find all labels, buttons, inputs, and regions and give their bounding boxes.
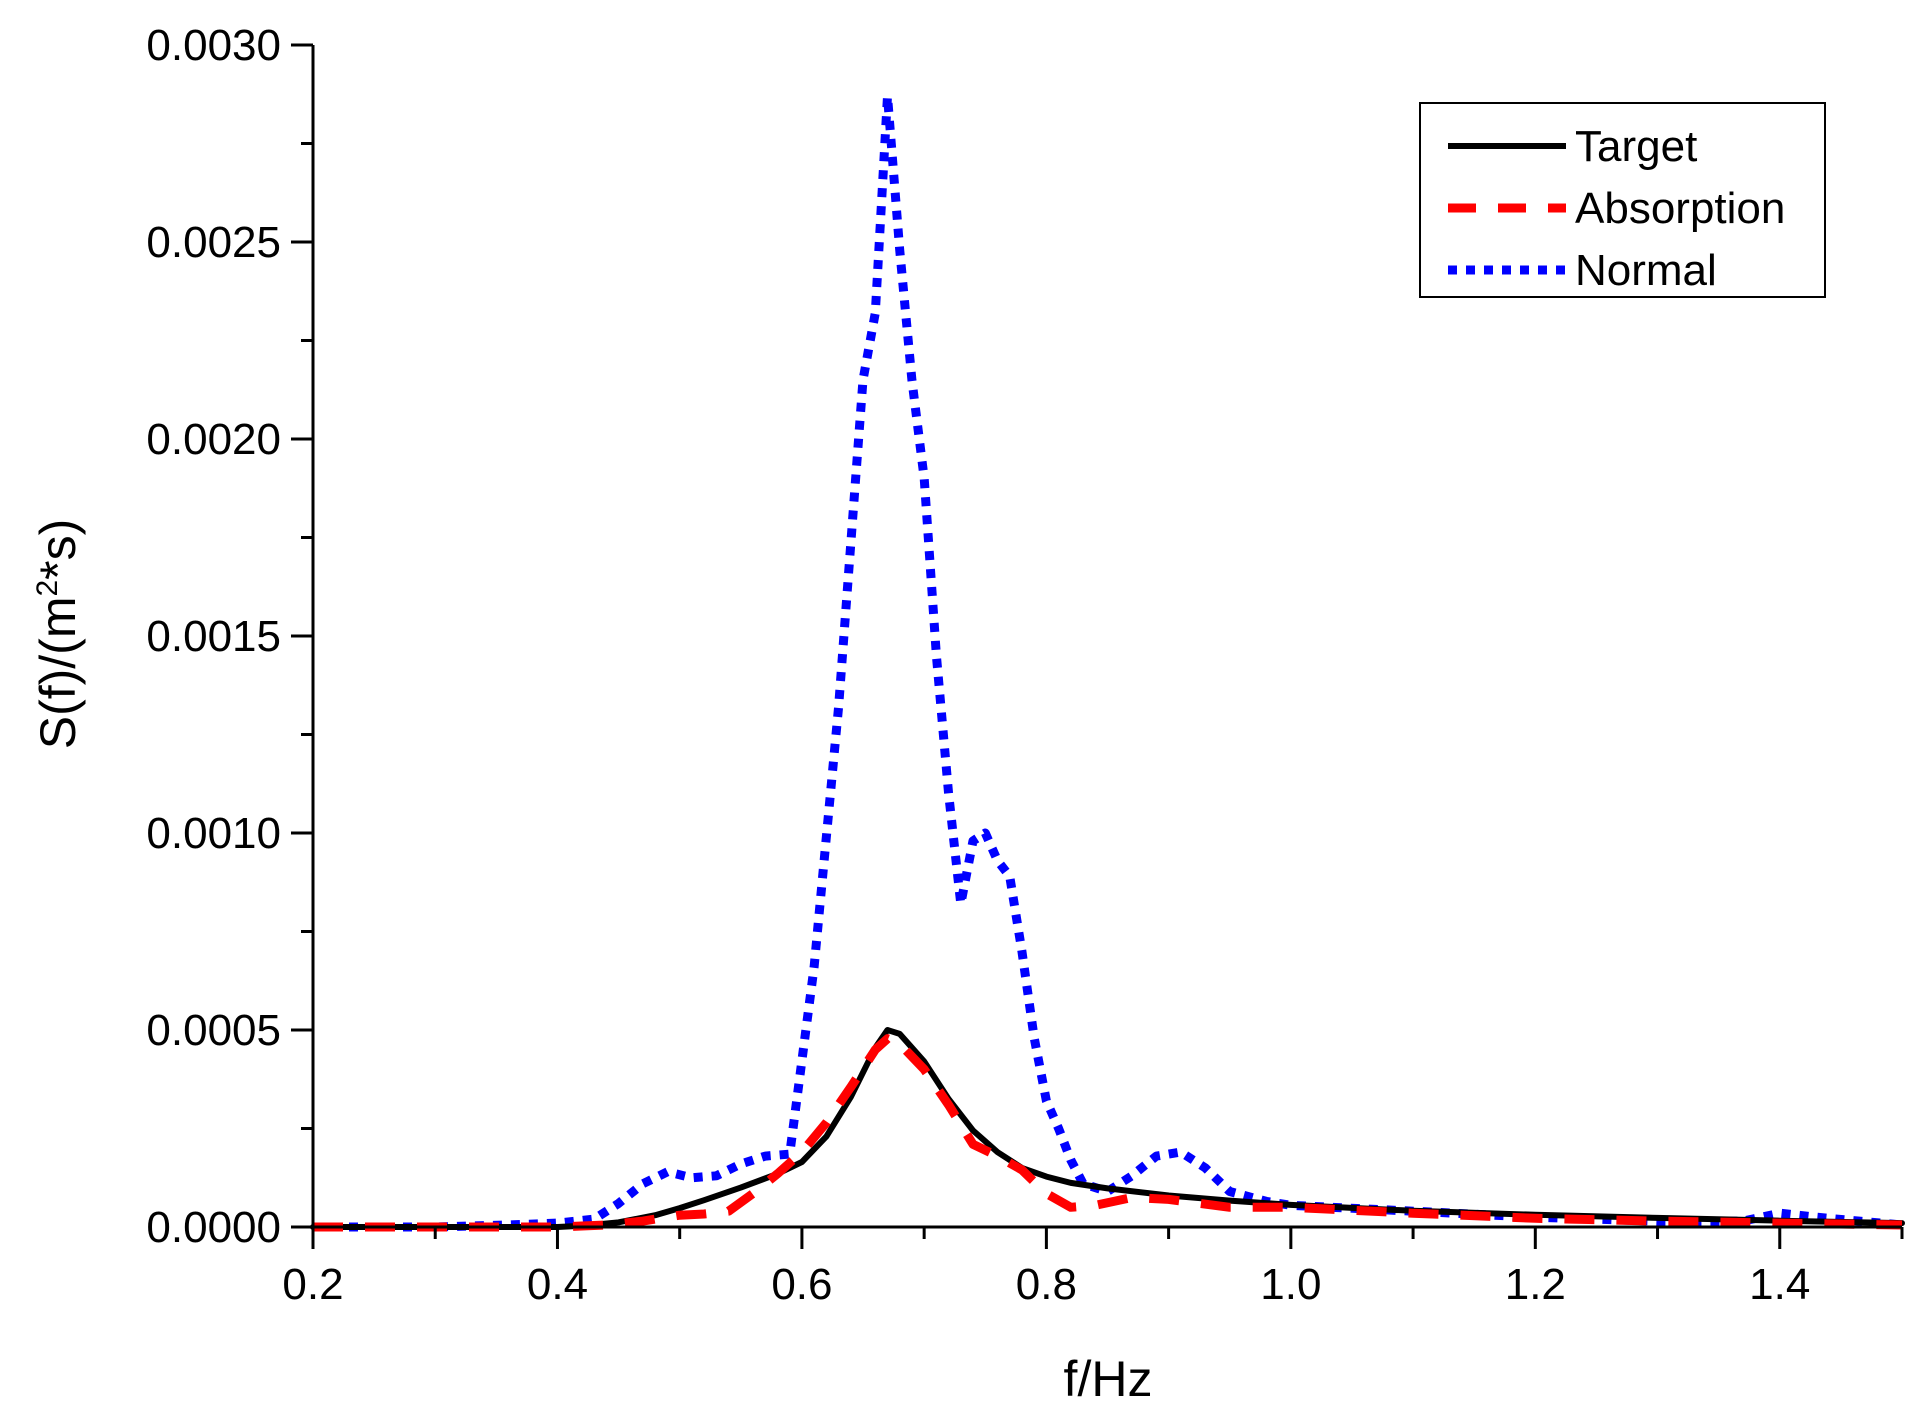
series-line-absorption: [313, 1034, 1903, 1232]
y-tick-label: 0.0005: [146, 1006, 281, 1055]
x-tick-label: 0.8: [1016, 1260, 1077, 1309]
y-axis-title-superscript: 2: [31, 580, 64, 597]
x-tick-label: 1.0: [1260, 1260, 1321, 1309]
y-tick-label: 0.0020: [146, 415, 281, 464]
x-tick-label: 0.2: [282, 1260, 343, 1309]
legend: Target Absorption Normal: [1419, 102, 1826, 298]
x-tick-label: 1.2: [1505, 1260, 1566, 1309]
y-tick-label: 0.0000: [146, 1203, 281, 1252]
y-axis-title: S(f)/(m2*s): [30, 519, 86, 750]
x-tick-label: 0.4: [527, 1260, 588, 1309]
x-axis-title: f/Hz: [1064, 1351, 1153, 1407]
series-line-target: [310, 1027, 1905, 1230]
y-tick-label: 0.0015: [146, 612, 281, 661]
legend-label-absorption: Absorption: [1575, 184, 1785, 233]
legend-box: [1419, 102, 1826, 298]
legend-label-normal: Normal: [1575, 246, 1717, 295]
legend-label-target: Target: [1575, 122, 1697, 171]
y-tick-label: 0.0025: [146, 218, 281, 267]
y-axis-title-prefix: S(f)/(m: [30, 597, 86, 750]
x-tick-label: 1.4: [1749, 1260, 1810, 1309]
axes: 0.2 0.4 0.6 0.8 1.0 1.2 1.4 0.0000 0.0005 0.0010 0…: [146, 21, 1904, 1309]
y-tick-label: 0.0010: [146, 809, 281, 858]
x-tick-label: 0.6: [771, 1260, 832, 1309]
plot-lines: [310, 91, 1905, 1232]
y-tick-label: 0.0030: [146, 21, 281, 70]
y-axis-title-suffix: *s): [30, 519, 86, 580]
